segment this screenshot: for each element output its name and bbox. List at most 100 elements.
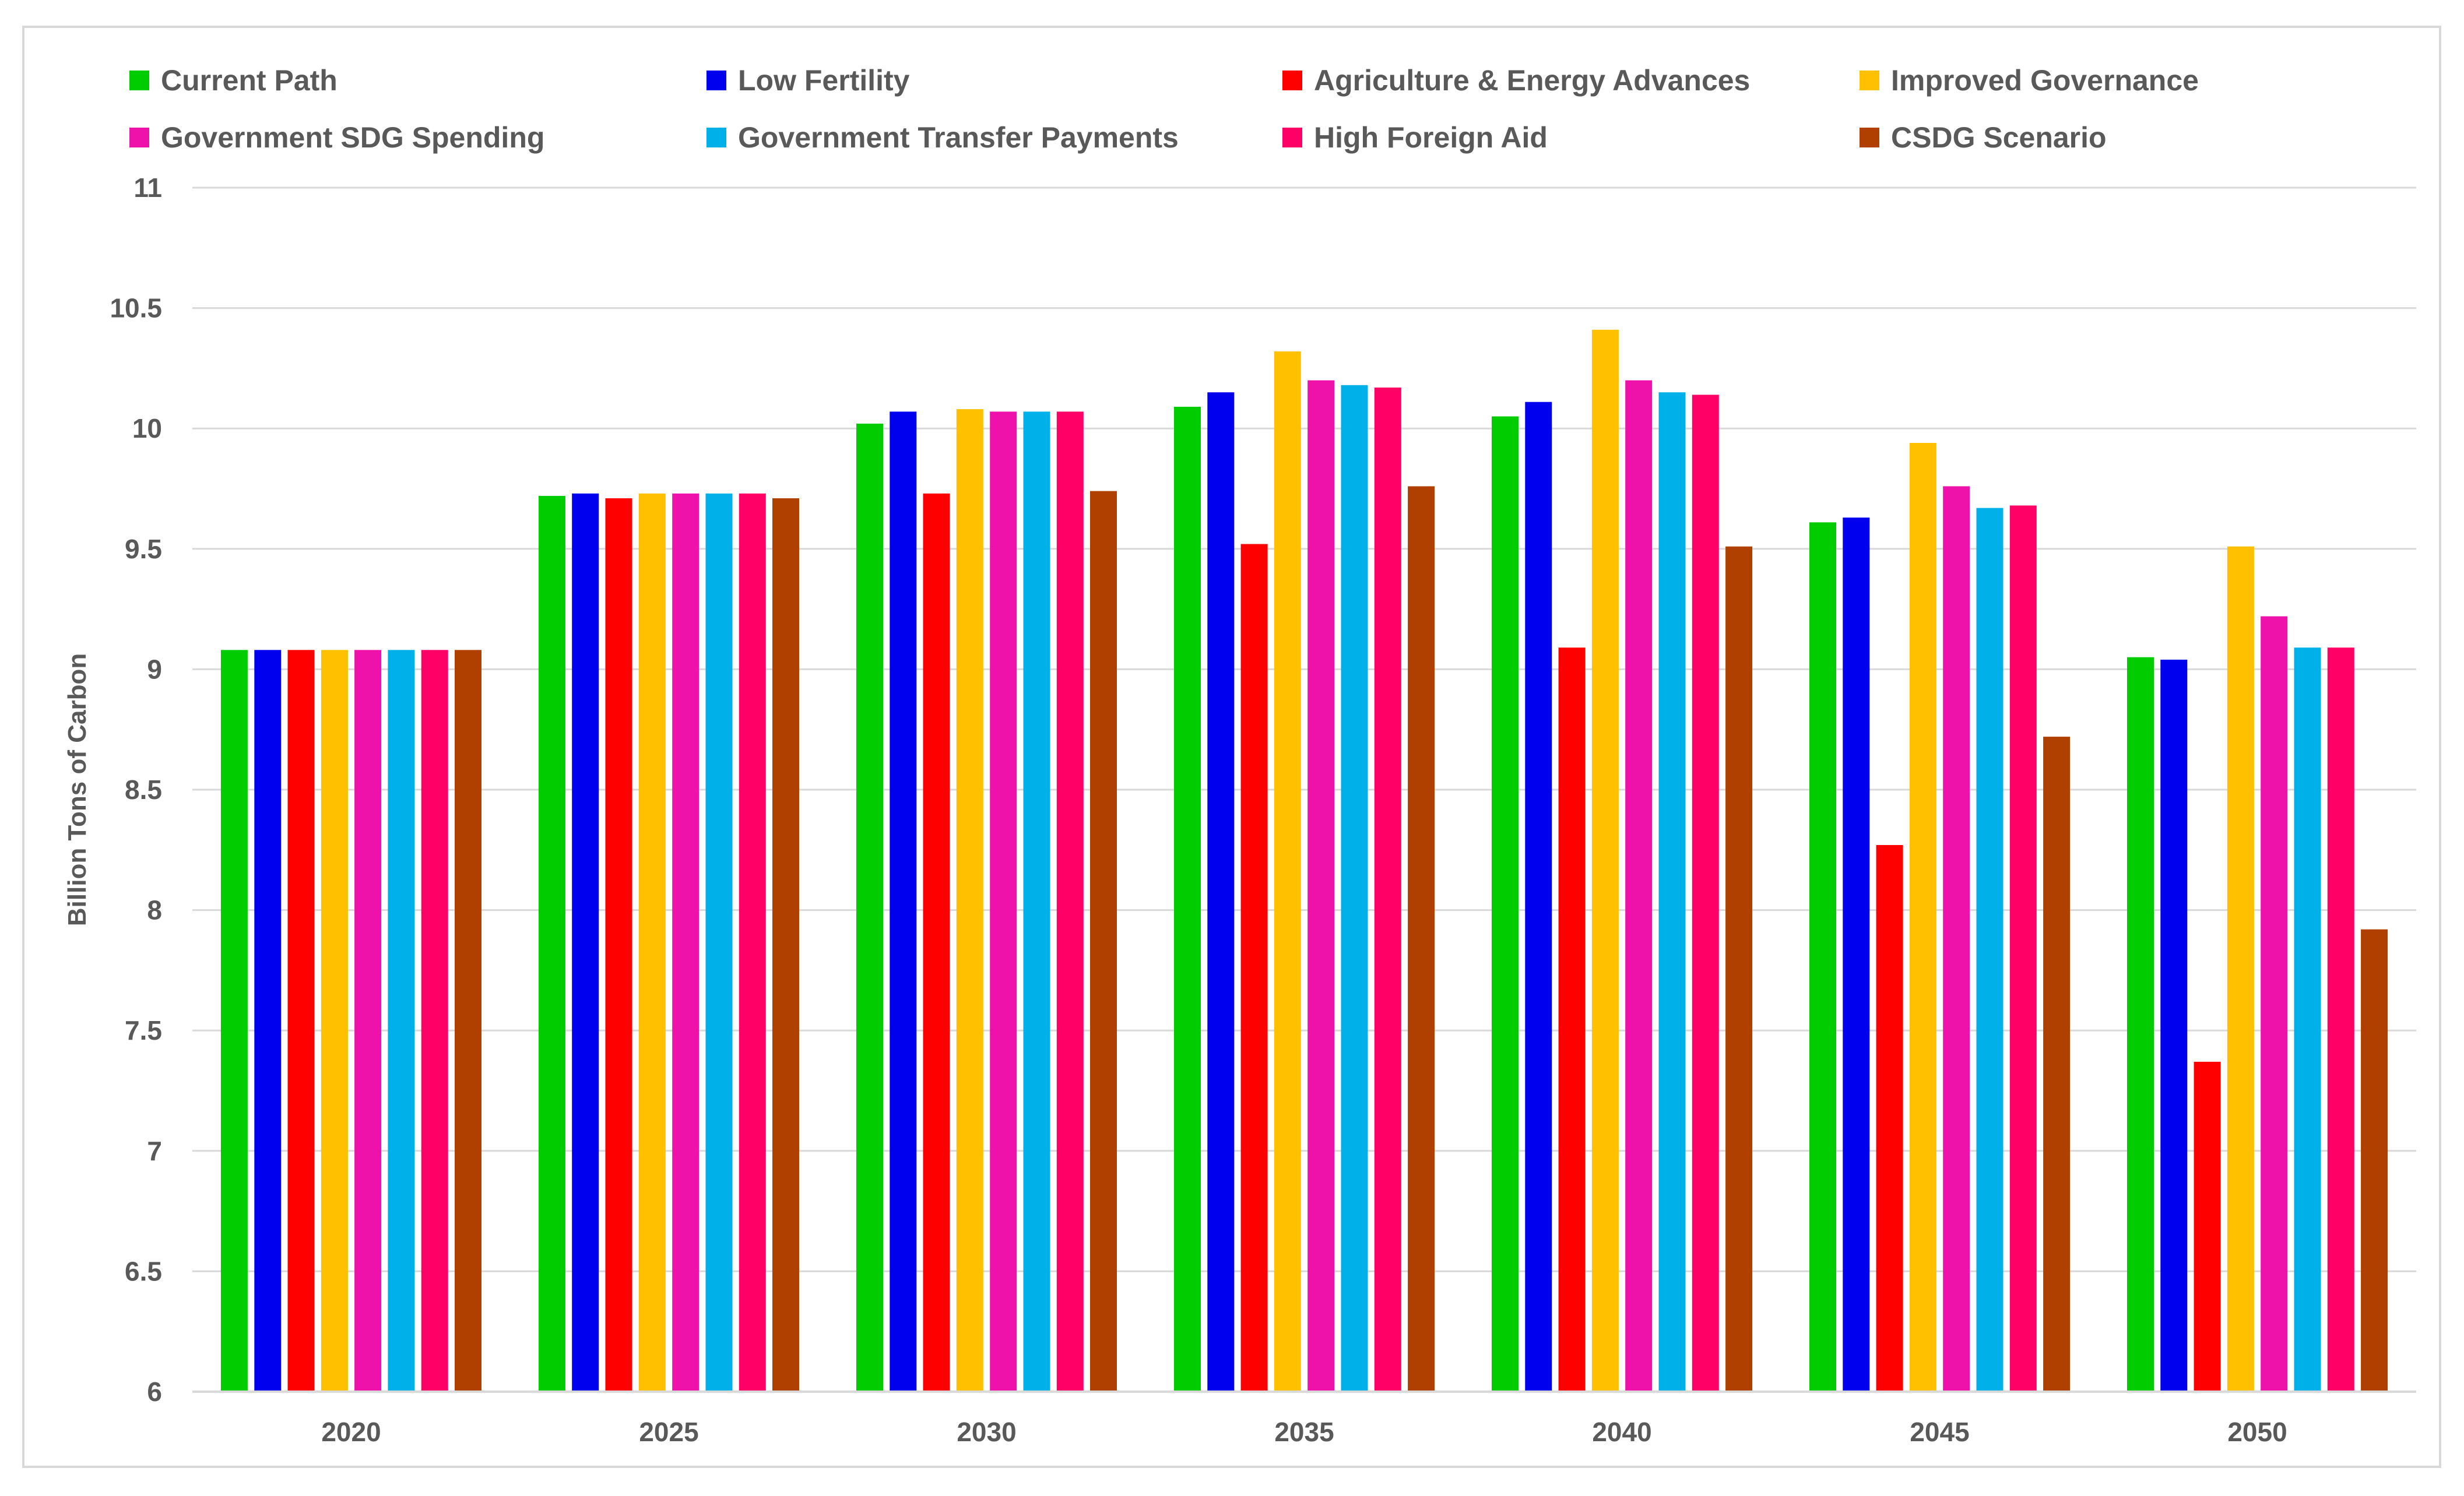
bar-2040-csdg-scenario [1725,546,1753,1392]
x-tick-label: 2020 [321,1417,381,1447]
legend-label: Current Path [161,64,338,97]
legend-item-low-fertility[interactable]: Low Fertility [706,57,909,104]
bars [220,329,2388,1392]
legend-label: Low Fertility [738,64,910,97]
x-tick-label: 2035 [1274,1417,1334,1447]
x-tick-label: 2025 [639,1417,698,1447]
legend-item-government-sdg-spending[interactable]: Government SDG Spending [129,114,544,161]
legend-label: Government SDG Spending [161,121,545,154]
legend-item-high-foreign-aid[interactable]: High Foreign Aid [1282,114,1548,161]
bar-2040-government-sdg-spending [1625,380,1653,1392]
legend-swatch-government-sdg-spending [129,128,149,147]
bar-2050-agriculture-energy-advances [2194,1061,2221,1392]
bar-2045-high-foreign-aid [2009,505,2037,1392]
bar-2045-csdg-scenario [2043,737,2071,1392]
x-axis-ticks: 2020 2025 2030 2035 2040 2045 2050 [321,1417,2287,1447]
x-tick-label: 2040 [1592,1417,1651,1447]
bar-2045-agriculture-energy-advances [1876,845,1903,1392]
bar-2035-improved-governance [1274,351,1301,1392]
x-tick-label: 2050 [2227,1417,2287,1447]
bar-2025-government-sdg-spending [672,493,700,1392]
bar-2030-current-path [856,423,883,1392]
legend-swatch-low-fertility [706,71,726,90]
legend-item-current-path[interactable]: Current Path [129,57,338,104]
y-tick-label: 6 [147,1377,162,1407]
bar-2025-current-path [538,495,565,1392]
legend-swatch-government-transfer-payments [706,128,726,147]
y-tick-label: 7 [147,1136,162,1166]
bar-2020-government-sdg-spending [354,650,382,1392]
bar-2035-current-path [1174,407,1201,1392]
bar-2050-csdg-scenario [2361,929,2388,1392]
bar-2030-government-transfer-payments [1023,411,1050,1392]
legend-label: Agriculture & Energy Advances [1314,64,1751,97]
bar-2025-high-foreign-aid [739,493,766,1392]
legend-swatch-csdg-scenario [1860,128,1879,147]
legend: Current Path Low Fertility Agriculture &… [0,0,2464,175]
legend-label: Government Transfer Payments [738,121,1179,154]
bar-2020-government-transfer-payments [388,650,415,1392]
bar-2030-government-sdg-spending [990,411,1017,1392]
legend-label: CSDG Scenario [1891,121,2107,154]
y-tick-label: 9.5 [125,534,162,564]
bar-2045-government-sdg-spending [1943,486,1970,1392]
bar-2035-government-transfer-payments [1341,385,1368,1392]
bar-2040-current-path [1492,416,1519,1392]
bar-2035-government-sdg-spending [1307,380,1335,1392]
y-tick-label: 7.5 [125,1015,162,1046]
bar-2040-improved-governance [1591,329,1619,1392]
legend-item-government-transfer-payments[interactable]: Government Transfer Payments [706,114,1179,161]
bar-2020-current-path [220,650,248,1392]
bar-2025-csdg-scenario [772,498,799,1392]
bar-2045-improved-governance [1909,443,1936,1392]
x-tick-label: 2030 [957,1417,1016,1447]
gridlines [192,186,2416,1272]
y-axis-ticks: 6 6.5 7 7.5 8 8.5 9 9.5 10 10.5 11 [110,173,162,1407]
y-tick-label: 11 [133,173,162,203]
bar-2040-high-foreign-aid [1692,395,1719,1392]
y-tick-label: 8 [147,895,162,925]
bar-2020-improved-governance [321,650,348,1392]
bar-2050-improved-governance [2227,546,2254,1392]
y-tick-label: 8.5 [125,775,162,805]
legend-label: High Foreign Aid [1314,121,1548,154]
bar-2040-government-transfer-payments [1658,392,1686,1392]
bar-2030-low-fertility [890,411,917,1392]
legend-swatch-high-foreign-aid [1282,128,1302,147]
legend-swatch-improved-governance [1860,71,1879,90]
bar-2035-csdg-scenario [1408,486,1435,1392]
bar-2035-low-fertility [1207,392,1235,1392]
y-tick-label: 10.5 [110,293,162,323]
y-tick-label: 9 [147,654,162,684]
bar-2045-current-path [1809,522,1836,1392]
legend-swatch-current-path [129,71,149,90]
legend-swatch-agriculture-energy [1282,71,1302,90]
bar-2050-government-transfer-payments [2294,647,2321,1392]
bar-2025-improved-governance [638,493,666,1392]
bar-2020-csdg-scenario [455,650,481,1392]
bar-2045-government-transfer-payments [1976,508,2003,1392]
bar-2025-low-fertility [572,493,599,1392]
legend-item-csdg-scenario[interactable]: CSDG Scenario [1860,114,2107,161]
bar-2025-government-transfer-payments [705,493,733,1392]
legend-label: Improved Governance [1891,64,2199,97]
bar-2040-agriculture-energy-advances [1558,647,1586,1392]
bar-2020-high-foreign-aid [421,650,448,1392]
legend-item-improved-governance[interactable]: Improved Governance [1860,57,2199,104]
bar-2050-high-foreign-aid [2327,647,2354,1392]
bar-2025-agriculture-energy-advances [605,498,632,1392]
bar-2020-agriculture-energy-advances [287,650,315,1392]
y-tick-label: 6.5 [125,1256,162,1286]
bar-2050-government-sdg-spending [2261,616,2288,1392]
y-axis-title: Billion Tons of Carbon [63,653,92,926]
bar-2020-low-fertility [254,650,282,1392]
bar-2030-improved-governance [956,409,983,1392]
bar-2030-high-foreign-aid [1056,411,1084,1392]
bar-2040-low-fertility [1525,402,1552,1392]
y-tick-label: 10 [132,413,162,443]
bar-2035-high-foreign-aid [1374,388,1401,1392]
legend-item-agriculture-energy[interactable]: Agriculture & Energy Advances [1282,57,1750,104]
bar-2050-low-fertility [2160,659,2188,1392]
bar-2035-agriculture-energy-advances [1240,544,1268,1392]
